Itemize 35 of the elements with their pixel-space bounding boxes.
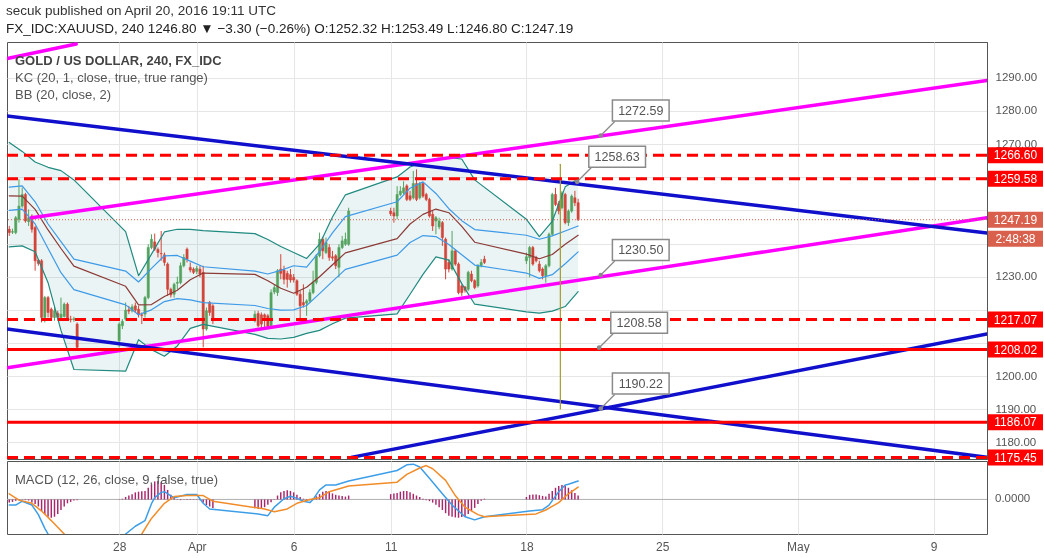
y-tick-label: 1280.00 [995, 104, 1038, 117]
ref-line-label: 1259.58 [993, 171, 1038, 186]
y-tick-label: 1230.00 [995, 270, 1038, 283]
text: 0.0000 [995, 492, 1031, 505]
ref-line-label: 1247.19 [993, 212, 1038, 227]
annotation: BB (20, close, 2) [15, 87, 112, 102]
y-tick-label: 1270.00 [995, 137, 1038, 150]
ref-line-label: 1217.07 [993, 312, 1038, 327]
x-tick-label: May [787, 539, 810, 554]
ref-line-label: 1175.45 [994, 450, 1038, 465]
text: MACD (12, 26, close, 9, false, true) [15, 472, 219, 487]
annotation: 1258.63 [594, 149, 640, 164]
y-tick-label: 1290.00 [995, 71, 1038, 84]
y-tick-label: 1200.00 [995, 369, 1038, 382]
annotation: 1190.22 [618, 376, 663, 391]
x-tick-label: Apr [187, 539, 207, 554]
annotation: GOLD / US DOLLAR, 240, FX_IDC [15, 53, 223, 68]
x-tick-label: 11 [384, 539, 398, 554]
y-tick-label: 1180.00 [995, 435, 1037, 448]
y-tick-label: 1190.00 [995, 402, 1037, 415]
chart-subtitle: FX_IDC:XAUUSD, 240 1246.80 ▼ −3.30 (−0.26%) O:1252.32 H:1253.49 L:1246.80 C:1247.19 [6, 21, 574, 36]
chart-title: secuk published on April 20, 2016 19:11 UTC [6, 2, 277, 18]
annotation: 1230.50 [618, 243, 664, 258]
x-tick-label: 9 [930, 539, 938, 554]
ref-line-label: 1208.02 [993, 342, 1038, 357]
annotation: KC (20, 1, close, true, true range) [15, 70, 208, 85]
x-tick-label: 28 [112, 539, 127, 554]
x-tick-label: 18 [520, 539, 534, 554]
x-tick-label: 25 [655, 539, 670, 554]
annotation: 1272.59 [618, 103, 664, 118]
x-tick-label: 6 [290, 539, 298, 554]
ref-line-label: 1266.60 [993, 148, 1038, 163]
annotation: 1208.58 [616, 315, 662, 330]
ref-line-label: 1186.07 [994, 415, 1038, 430]
text: 2:48:38 [995, 231, 1036, 246]
